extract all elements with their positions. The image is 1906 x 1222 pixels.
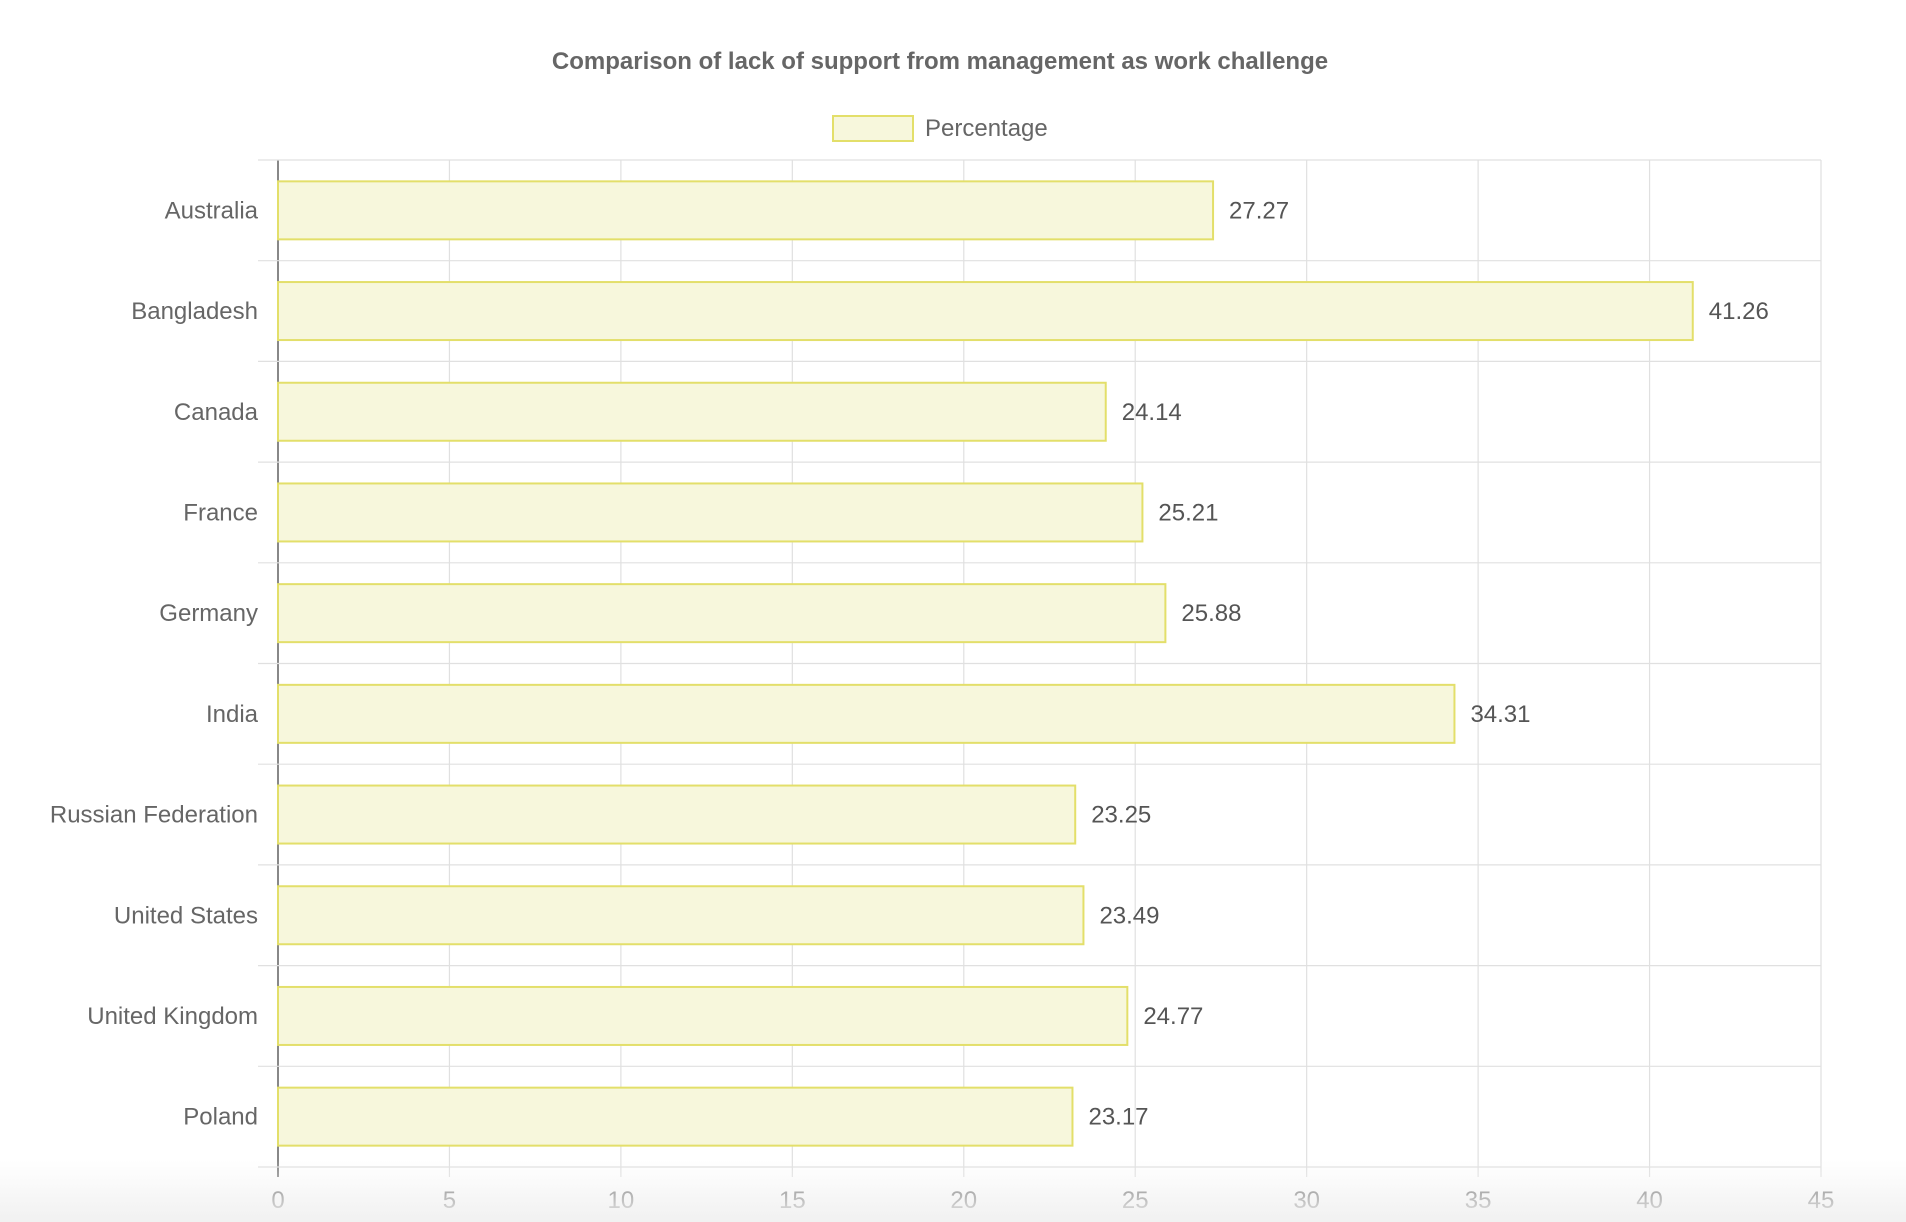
legend-swatch <box>832 115 914 142</box>
x-tick-label: 15 <box>779 1187 806 1214</box>
x-tick-label: 45 <box>1808 1187 1835 1214</box>
data-label: 23.49 <box>1099 902 1159 929</box>
category-label: United States <box>114 902 258 929</box>
data-label: 41.26 <box>1709 298 1769 325</box>
data-label: 23.25 <box>1091 802 1151 829</box>
category-label: Germany <box>159 600 258 627</box>
bar[interactable] <box>277 1086 1074 1147</box>
data-label: 25.88 <box>1181 600 1241 627</box>
bar[interactable] <box>277 683 1456 744</box>
legend[interactable]: Percentage <box>832 115 1048 142</box>
bar[interactable] <box>277 885 1085 946</box>
chart-title: Comparison of lack of support from manag… <box>552 48 1328 75</box>
data-label: 23.17 <box>1088 1104 1148 1131</box>
data-label: 24.77 <box>1143 1003 1203 1030</box>
x-tick-label: 0 <box>271 1187 284 1214</box>
x-axis-tick-labels: 0 5 10 15 20 25 30 35 40 45 <box>271 1187 1834 1214</box>
bars <box>277 180 1694 1147</box>
data-label: 25.21 <box>1158 499 1218 526</box>
category-label: Poland <box>183 1104 258 1131</box>
bar[interactable] <box>277 482 1144 543</box>
bar[interactable] <box>277 985 1129 1046</box>
x-tick-label: 25 <box>1122 1187 1149 1214</box>
bar[interactable] <box>277 784 1077 845</box>
category-label: Russian Federation <box>50 802 258 829</box>
category-labels: Australia Bangladesh Canada France Germany In… <box>50 197 259 1130</box>
x-tick-label: 30 <box>1293 1187 1320 1214</box>
data-label: 27.27 <box>1229 197 1289 224</box>
x-tick-label: 5 <box>443 1187 456 1214</box>
category-label: Bangladesh <box>131 298 258 325</box>
bar[interactable] <box>277 180 1215 241</box>
bar[interactable] <box>277 281 1694 342</box>
x-tick-label: 35 <box>1465 1187 1492 1214</box>
bar[interactable] <box>277 583 1167 644</box>
category-label: Australia <box>165 197 259 224</box>
x-tick-label: 10 <box>608 1187 635 1214</box>
data-label: 34.31 <box>1470 701 1530 728</box>
x-tick-label: 40 <box>1636 1187 1663 1214</box>
category-label: Canada <box>174 399 259 426</box>
bar[interactable] <box>277 381 1107 442</box>
legend-label: Percentage <box>925 115 1048 142</box>
category-label: United Kingdom <box>87 1003 258 1030</box>
data-labels: 27.27 41.26 24.14 25.21 25.88 34.31 23.25 23.49… <box>1088 197 1768 1130</box>
category-label: India <box>206 701 259 728</box>
category-label: France <box>183 499 258 526</box>
x-tick-label: 20 <box>950 1187 977 1214</box>
data-label: 24.14 <box>1122 399 1182 426</box>
